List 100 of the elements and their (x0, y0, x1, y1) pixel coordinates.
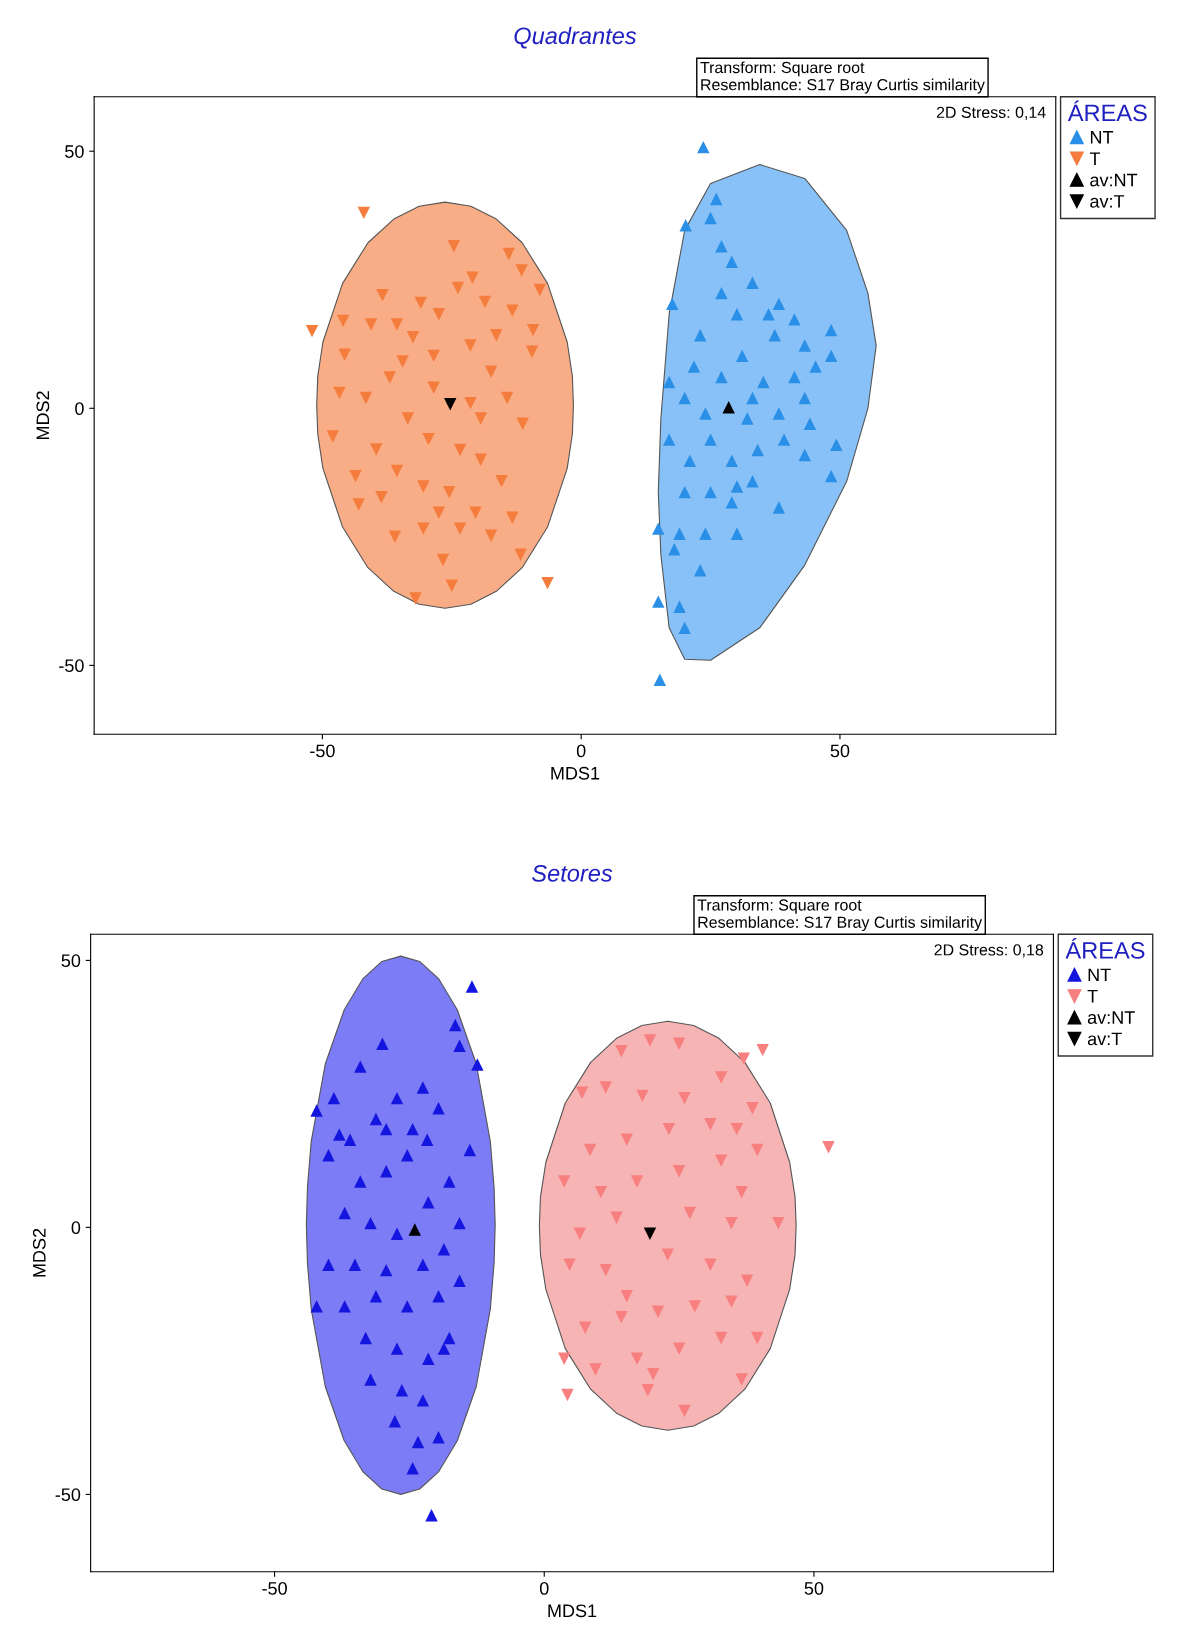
y-tick-label: 0 (71, 1221, 81, 1235)
point (678, 1091, 691, 1105)
y-axis-title: MDS2 (36, 391, 50, 440)
point (432, 307, 446, 321)
point (436, 553, 450, 567)
point (514, 548, 527, 562)
point (583, 1143, 597, 1157)
point (730, 480, 744, 493)
point (678, 391, 691, 405)
point (516, 417, 529, 430)
point (646, 1368, 660, 1381)
point (662, 1122, 676, 1136)
point (803, 417, 817, 430)
point (390, 1091, 404, 1105)
point (408, 1223, 422, 1236)
point (762, 307, 775, 321)
point (401, 1149, 414, 1162)
point (338, 1300, 351, 1313)
point (678, 1404, 691, 1418)
x-tick-label: 0 (576, 744, 586, 758)
point (725, 454, 738, 467)
point (533, 283, 546, 297)
point (447, 240, 461, 253)
point (746, 391, 759, 405)
legend-label: av:NT (1087, 1011, 1135, 1024)
chart-title: Quadrantes (514, 26, 637, 49)
point (641, 1384, 655, 1397)
point (822, 1141, 835, 1154)
point (417, 480, 430, 493)
point (704, 1258, 717, 1271)
point (336, 314, 350, 328)
point (643, 1034, 657, 1047)
point (322, 1149, 335, 1162)
point (369, 1290, 383, 1303)
point (453, 443, 467, 457)
point (725, 1216, 738, 1230)
point (651, 1305, 665, 1318)
point (406, 331, 420, 344)
point (484, 365, 498, 378)
point (673, 600, 686, 613)
point (652, 522, 665, 535)
point (343, 1133, 357, 1147)
point (390, 318, 404, 331)
point (715, 286, 728, 300)
point (636, 1089, 649, 1103)
point (772, 1216, 785, 1230)
point (376, 288, 389, 302)
point (432, 1290, 445, 1303)
point (662, 375, 676, 389)
point (464, 339, 477, 352)
point (730, 1122, 744, 1136)
point (525, 345, 539, 358)
point (683, 1206, 697, 1220)
x-tick-label: 0 (539, 1582, 549, 1595)
point (359, 391, 373, 405)
point (668, 542, 681, 556)
point (338, 348, 351, 362)
point (471, 1058, 484, 1071)
point (474, 412, 487, 425)
point (620, 1133, 633, 1147)
point (464, 396, 477, 410)
point (427, 381, 440, 394)
chart-title: Setores (532, 864, 613, 882)
point (349, 469, 362, 483)
point (699, 407, 712, 420)
point (725, 1295, 738, 1308)
point (416, 1258, 430, 1271)
point (416, 1394, 430, 1407)
point (474, 453, 487, 466)
point (714, 1331, 728, 1345)
point (453, 522, 467, 535)
point (451, 281, 465, 295)
point (444, 397, 457, 411)
point (741, 412, 754, 425)
point (589, 1363, 602, 1376)
point (401, 412, 415, 425)
point (710, 192, 723, 206)
point (338, 1206, 351, 1220)
point (735, 1185, 748, 1199)
point (672, 1342, 686, 1355)
y-tick-label: 0 (75, 402, 84, 416)
legend-label: T (1087, 989, 1098, 1003)
point (746, 475, 759, 488)
y-axis-title: MDS2 (32, 1228, 46, 1277)
point (453, 1274, 466, 1287)
point (573, 1227, 587, 1240)
legend-label: NT (1088, 968, 1111, 982)
point (714, 1071, 728, 1084)
point (466, 271, 479, 284)
point (390, 1227, 404, 1240)
y-tick-label: -50 (55, 1488, 81, 1502)
point (380, 1122, 393, 1136)
point (830, 438, 843, 452)
point (478, 295, 492, 309)
point (416, 1081, 430, 1094)
point (751, 443, 764, 457)
point (824, 349, 838, 363)
point (561, 1388, 574, 1402)
point (615, 1310, 628, 1324)
point (427, 349, 440, 363)
